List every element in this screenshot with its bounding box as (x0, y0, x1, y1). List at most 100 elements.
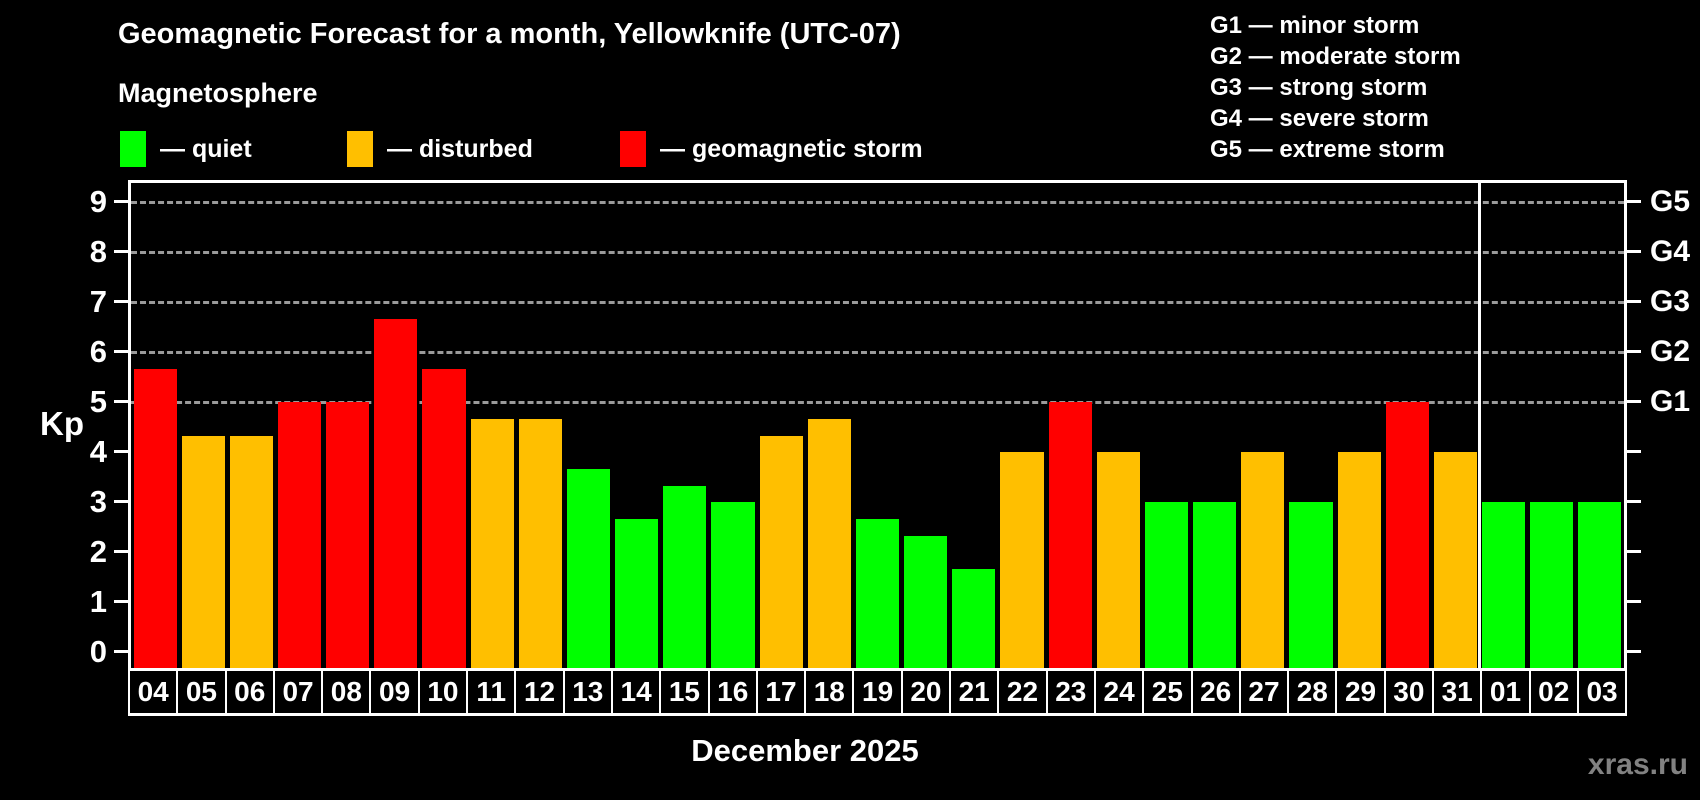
right-axis-tick-7 (1627, 300, 1641, 303)
day-label-12: 12 (514, 670, 562, 713)
day-label-07: 07 (272, 670, 321, 713)
day-label-14: 14 (610, 670, 659, 713)
kp-bar-day-18 (807, 418, 851, 668)
y-axis-tick-label-0: 0 (89, 634, 107, 669)
plot-area: 0 1 2 3 4 5 6 7 8 9 G1 G2 G3 G4 G5 (90, 180, 1690, 671)
day-label-22: 22 (997, 670, 1045, 713)
day-label-11: 11 (466, 670, 514, 713)
right-axis-tick-1 (1627, 600, 1641, 603)
kp-bar-day-16 (711, 502, 755, 668)
legend-item-storm: — geomagnetic storm (620, 128, 923, 170)
storm-scale-g3: G3 — strong storm (1210, 74, 1428, 101)
month-separator-line (1478, 183, 1482, 668)
right-axis-tick-0 (1627, 650, 1641, 653)
y-axis-tick-label-8: 8 (89, 234, 107, 269)
kp-bar-day-31 (1433, 452, 1477, 668)
legend-item-disturbed: — disturbed (347, 128, 533, 170)
day-label-21: 21 (949, 670, 997, 713)
y-axis-tick-label-5: 5 (89, 384, 107, 419)
y-axis-tick-8 (114, 250, 128, 253)
right-axis-tick-2 (1627, 550, 1641, 553)
kp-bar-day-06 (229, 435, 273, 668)
y-axis-tick-label-7: 7 (89, 284, 107, 319)
y-axis-tick-5 (114, 400, 128, 403)
disturbed-color-swatch (347, 131, 373, 167)
day-label-15: 15 (659, 670, 707, 713)
right-axis-tick-9 (1627, 200, 1641, 203)
kp-bar-day-04 (133, 368, 177, 668)
y-axis-tick-label-4: 4 (89, 434, 107, 469)
kp-bar-day-14 (615, 518, 659, 668)
day-label-25: 25 (1142, 670, 1190, 713)
storm-scale-g2: G2 — moderate storm (1210, 43, 1461, 70)
kp-bar-day-28 (1289, 502, 1333, 668)
kp-bar-day-19 (855, 518, 900, 668)
day-label-31: 31 (1432, 670, 1480, 713)
kp-bar-day-02 (1530, 502, 1574, 668)
day-label-06: 06 (224, 670, 273, 713)
gridline-kp-6 (131, 351, 1624, 354)
right-axis-tick-4 (1627, 450, 1641, 453)
kp-bar-day-11 (470, 418, 514, 668)
kp-bar-day-24 (1096, 452, 1140, 668)
y-axis-tick-1 (114, 600, 128, 603)
day-label-29: 29 (1335, 670, 1383, 713)
day-label-20: 20 (900, 670, 949, 713)
kp-bar-day-13 (566, 468, 611, 668)
storm-scale-g4: G4 — severe storm (1210, 105, 1429, 132)
y-axis-tick-9 (114, 200, 128, 203)
kp-bar-day-22 (1000, 452, 1044, 668)
storm-scale-g1: G1 — minor storm (1210, 12, 1420, 39)
y-axis-tick-7 (114, 300, 128, 303)
x-axis-day-labels: 04 05 06 07 08 09 10 11 12 13 14 15 16 17 18 19 20 21 22 23… (128, 670, 1628, 716)
y-axis-tick-label-3: 3 (89, 484, 107, 519)
kp-bar-day-05 (181, 435, 225, 668)
right-axis-label-g5: G5 (1650, 185, 1691, 218)
right-axis-label-g2: G2 (1650, 335, 1691, 368)
kp-bar-day-07 (277, 402, 322, 668)
kp-bar-day-08 (326, 402, 370, 668)
day-label-08: 08 (321, 670, 369, 713)
gridline-kp-5 (131, 401, 1624, 404)
day-label-28: 28 (1287, 670, 1335, 713)
y-axis-tick-4 (114, 450, 128, 453)
y-axis-tick-2 (114, 550, 128, 553)
kp-bar-day-10 (422, 368, 466, 668)
day-label-13: 13 (562, 670, 611, 713)
kp-bar-day-09 (374, 318, 418, 668)
kp-bar-day-15 (663, 485, 707, 668)
day-label-18: 18 (804, 670, 852, 713)
kp-bar-day-23 (1048, 402, 1092, 668)
storm-scale-legend: G1 — minor storm G2 — moderate storm G3 … (1210, 10, 1461, 165)
day-label-16: 16 (707, 670, 756, 713)
right-axis-tick-5 (1627, 400, 1641, 403)
kp-bar-day-03 (1578, 502, 1622, 668)
y-axis-tick-label-1: 1 (89, 584, 107, 619)
y-axis-tick-0 (114, 650, 128, 653)
day-label-23: 23 (1045, 670, 1094, 713)
y-axis-tick-6 (114, 350, 128, 353)
right-axis-label-g3: G3 (1650, 285, 1691, 318)
kp-bar-day-29 (1337, 452, 1381, 668)
day-label-02: 02 (1528, 670, 1577, 713)
kp-bar-day-21 (952, 568, 996, 668)
day-label-10: 10 (417, 670, 466, 713)
day-label-05: 05 (176, 670, 224, 713)
right-axis-label-g1: G1 (1650, 385, 1691, 418)
chart-title: Geomagnetic Forecast for a month, Yellow… (118, 18, 901, 50)
day-label-17: 17 (755, 670, 804, 713)
chart-subtitle: Magnetosphere (118, 78, 318, 108)
kp-bar-day-26 (1193, 502, 1237, 668)
kp-bar-day-25 (1144, 502, 1189, 668)
legend-item-quiet: — quiet (120, 128, 252, 170)
storm-color-swatch (620, 131, 646, 167)
y-axis-tick-label-9: 9 (89, 184, 107, 219)
right-axis-tick-3 (1627, 500, 1641, 503)
kp-bar-day-30 (1385, 402, 1429, 668)
kp-bar-day-27 (1241, 452, 1285, 668)
day-label-26: 26 (1190, 670, 1239, 713)
y-axis-title: Kp (40, 405, 84, 442)
day-label-01: 01 (1480, 670, 1528, 713)
y-axis-tick-label-6: 6 (89, 334, 107, 369)
